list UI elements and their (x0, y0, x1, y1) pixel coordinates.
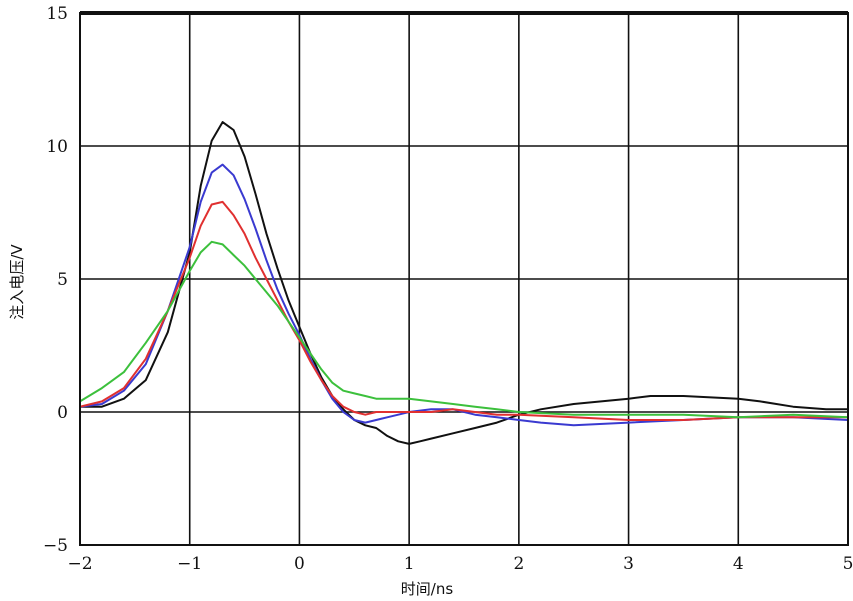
grid (80, 13, 848, 545)
series-lines (79, 121, 849, 445)
x-tick-label: 5 (843, 554, 853, 574)
x-tick-labels: −2 −1 0 1 2 3 4 5 (67, 554, 853, 574)
y-tick-label: 15 (46, 4, 68, 24)
y-tick-label: 10 (46, 137, 68, 157)
y-tick-label: 0 (57, 403, 68, 423)
x-axis-label: 时间/ns (401, 580, 454, 598)
y-tick-label: −5 (43, 536, 68, 556)
series-line-2 (79, 163, 849, 427)
x-tick-label: 0 (294, 554, 305, 574)
series-line-1 (80, 121, 848, 445)
x-tick-label: 1 (404, 554, 415, 574)
y-tick-label: 5 (57, 270, 68, 290)
plot-frame (79, 11, 849, 546)
x-tick-label: −1 (177, 554, 202, 574)
x-tick-label: −2 (67, 554, 92, 574)
series-line-3 (79, 200, 848, 421)
y-tick-labels: −5 0 5 10 15 (43, 4, 68, 556)
x-tick-label: 2 (513, 554, 524, 574)
x-tick-label: 4 (733, 554, 744, 574)
y-axis-label: 注入电压/V (8, 244, 26, 320)
series-line-4 (79, 240, 849, 419)
x-tick-label: 3 (623, 554, 634, 574)
